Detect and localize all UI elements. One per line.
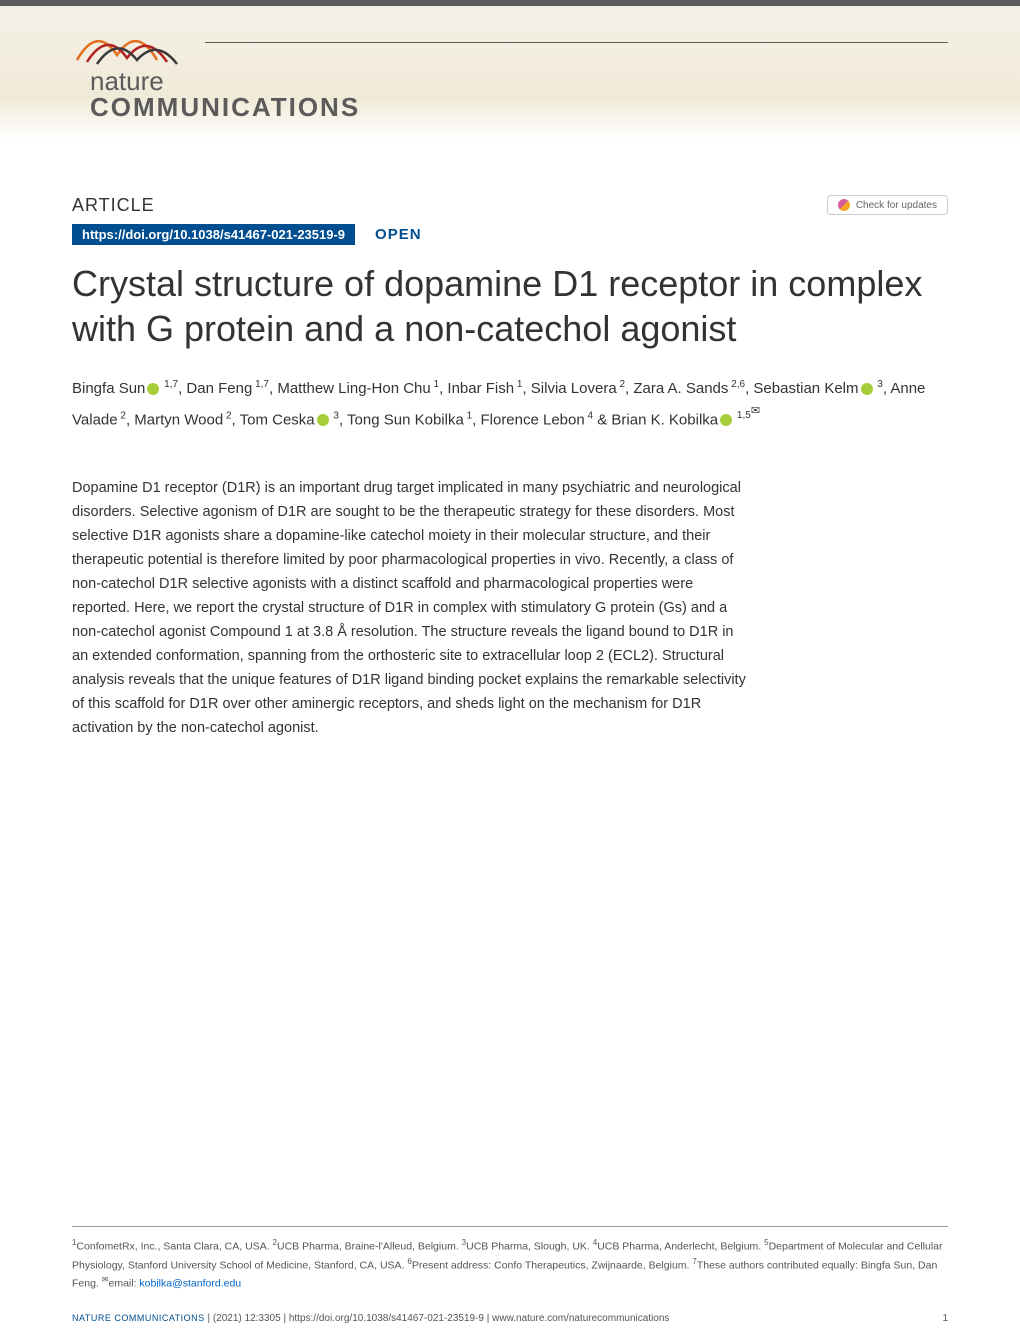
abstract: Dopamine D1 receptor (D1R) is an importa… [72,477,752,740]
article-content: ARTICLE https://doi.org/10.1038/s41467-0… [72,195,948,740]
affiliations: 1ConfometRx, Inc., Santa Clara, CA, USA.… [72,1226,948,1292]
journal-name-line1: nature [90,68,360,94]
author-list: Bingfa Sun 1,7, Dan Feng 1,7, Matthew Li… [72,375,948,433]
journal-name: nature COMMUNICATIONS [90,68,360,120]
orcid-icon[interactable] [861,383,873,395]
orcid-icon[interactable] [317,414,329,426]
header-divider [205,42,948,43]
open-access-label: OPEN [375,226,422,243]
doi-row: https://doi.org/10.1038/s41467-021-23519… [72,224,948,245]
footer-page-number: 1 [942,1313,948,1324]
journal-name-line2: COMMUNICATIONS [90,94,360,120]
doi-link[interactable]: https://doi.org/10.1038/s41467-021-23519… [72,224,355,245]
footer-citation: | (2021) 12:3305 | https://doi.org/10.10… [207,1313,669,1324]
article-type: ARTICLE [72,195,948,216]
page-footer: NATURE COMMUNICATIONS | (2021) 12:3305 |… [72,1313,948,1324]
footer-journal-ref: NATURE COMMUNICATIONS [72,1313,205,1323]
article-title: Crystal structure of dopamine D1 recepto… [72,261,948,351]
orcid-icon[interactable] [147,383,159,395]
orcid-icon[interactable] [720,414,732,426]
journal-logo-icon [72,20,202,70]
corresponding-email[interactable]: kobilka@stanford.edu [139,1277,241,1289]
corresponding-icon: ✉ [751,402,760,422]
